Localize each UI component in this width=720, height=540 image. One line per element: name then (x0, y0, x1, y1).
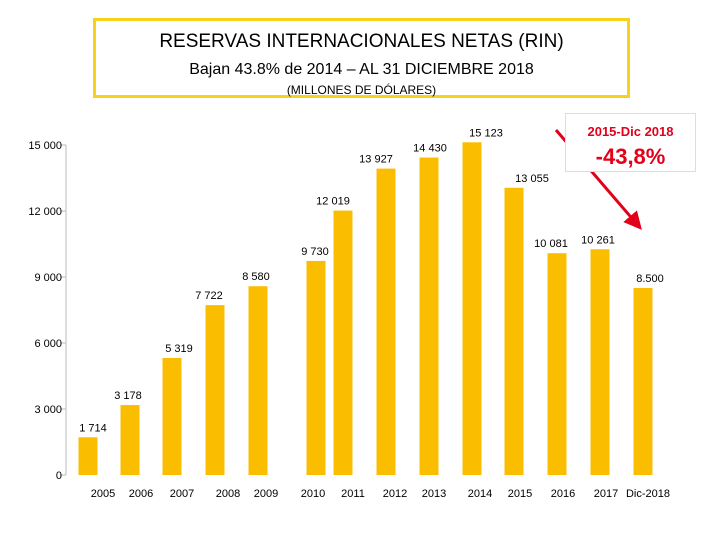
chart-subtitle: Bajan 43.8% de 2014 – AL 31 DICIEMBRE 20… (189, 61, 534, 78)
bar-Dic-2018 (633, 288, 653, 475)
data-label-2009: 8 580 (242, 271, 270, 283)
bar-2014 (462, 142, 482, 475)
x-tick-label-2017: 2017 (594, 488, 618, 500)
data-label-2013: 14 430 (413, 143, 447, 155)
y-tick-label: 9 000 (34, 272, 62, 284)
x-tick-label-2012: 2012 (383, 488, 407, 500)
data-label-2011: 12 019 (316, 196, 350, 208)
x-tick-label-2014: 2014 (468, 488, 492, 500)
callout-period: 2015-Dic 2018 (587, 124, 674, 139)
bar-2012 (376, 168, 396, 475)
x-tick-label-2016: 2016 (551, 488, 575, 500)
y-tick-label: 15 000 (28, 140, 62, 152)
x-tick-label-2008: 2008 (216, 488, 240, 500)
x-tick-label-2011: 2011 (341, 488, 365, 500)
y-tick-label: 0 (56, 470, 62, 482)
y-tick-label: 12 000 (28, 206, 62, 218)
x-tick-label-2007: 2007 (170, 488, 194, 500)
data-label-2010: 9 730 (301, 246, 329, 258)
bar-2010 (306, 260, 326, 475)
bar-2009 (248, 286, 268, 475)
bar-2013 (419, 157, 439, 476)
data-label-2016: 10 081 (534, 238, 568, 250)
bar-2008 (205, 305, 225, 475)
bar-2015 (504, 187, 524, 476)
data-label-2017: 10 261 (581, 234, 615, 246)
bar-2011 (333, 210, 353, 475)
data-label-2015: 13 055 (515, 173, 549, 185)
data-label-2006: 3 178 (114, 390, 142, 402)
y-tick-label: 3 000 (34, 404, 62, 416)
bar-2016 (547, 253, 567, 475)
chart-title: RESERVAS INTERNACIONALES NETAS (RIN) (159, 31, 564, 52)
title-box: RESERVAS INTERNACIONALES NETAS (RIN) Baj… (93, 18, 630, 98)
data-label-2014: 15 123 (469, 127, 503, 139)
x-tick-label-2010: 2010 (301, 488, 325, 500)
data-label-2005: 1 714 (79, 422, 107, 434)
change-callout: 2015-Dic 2018 -43,8% (565, 113, 696, 172)
data-label-2007: 5 319 (165, 343, 193, 355)
data-label-2012: 13 927 (359, 154, 393, 166)
x-tick-label-2013: 2013 (422, 488, 446, 500)
data-label-Dic-2018: 8.500 (636, 273, 664, 285)
x-tick-label-Dic-2018: Dic-2018 (626, 488, 670, 500)
bar-2017 (590, 249, 610, 475)
bar-2007 (162, 357, 182, 475)
chart-unit: (MILLONES DE DÓLARES) (286, 83, 437, 97)
x-tick-label-2015: 2015 (508, 488, 532, 500)
x-tick-label-2006: 2006 (129, 488, 153, 500)
callout-percentage: -43,8% (595, 144, 666, 169)
bar-2005 (78, 437, 98, 475)
x-tick-label-2005: 2005 (91, 488, 115, 500)
data-label-2008: 7 722 (195, 290, 223, 302)
y-tick-label: 6 000 (34, 338, 62, 350)
bar-2006 (120, 405, 140, 475)
x-tick-label-2009: 2009 (254, 488, 278, 500)
